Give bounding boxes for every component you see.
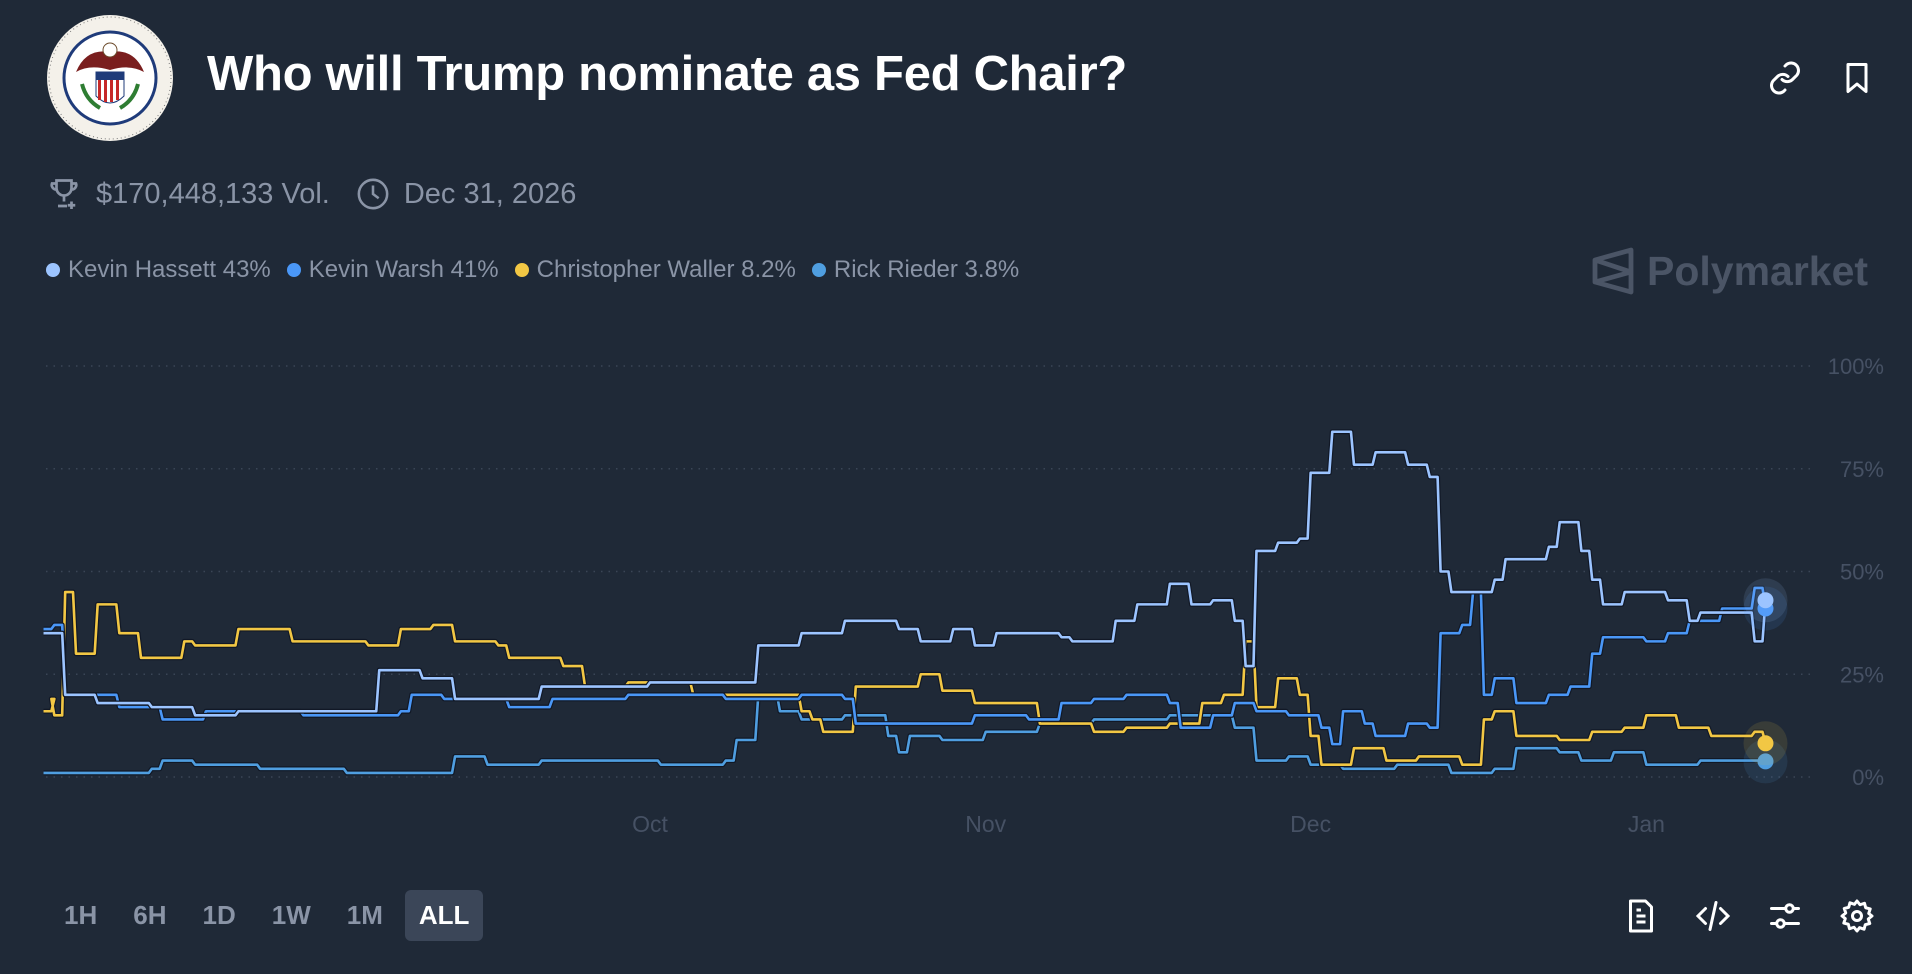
range-1m-button[interactable]: 1M [346,900,383,930]
legend-item-waller: Christopher Waller 8.2% [514,256,796,284]
bookmark-icon[interactable] [1839,60,1875,96]
legend-item-rieder: Rick Rieder 3.8% [811,256,1020,284]
polymarket-watermark: Polymarket [1591,246,1868,296]
fed-seal-logo [47,15,173,141]
document-icon[interactable] [1623,898,1659,934]
market-stats: $170,448,133 Vol. Dec 31, 2026 [46,176,576,212]
y-tick-label: 50% [1840,560,1884,585]
page-title: Who will Trump nominate as Fed Chair? [207,47,1127,101]
series-end-point [1757,753,1774,770]
y-tick-label: 25% [1840,662,1884,687]
range-all-button[interactable]: ALL [404,890,484,941]
range-1w-button[interactable]: 1W [271,900,311,930]
y-tick-label: 100% [1828,354,1884,379]
series-line-shadow [43,429,1768,718]
legend-dot [46,263,60,277]
legend-label: Christopher Waller 8.2% [536,256,796,283]
range-1h-button[interactable]: 1H [64,900,98,930]
y-tick-label: 75% [1840,457,1884,482]
trophy-icon [50,179,78,209]
brand-name: Polymarket [1647,247,1869,294]
volume-text: $170,448,133 Vol. [96,177,330,210]
series-end-point [1757,592,1774,609]
legend-label: Kevin Hassett 43% [68,256,271,283]
x-tick-label: Nov [965,811,1006,837]
series-line-rick-rieder [43,693,1766,775]
polymarket-logo-icon [1592,247,1634,295]
legend-label: Rick Rieder 3.8% [833,256,1020,283]
x-tick-label: Jan [1628,811,1665,837]
end-date-text: Dec 31, 2026 [403,177,577,210]
chart-legend: Kevin Hassett 43% Kevin Warsh 41% Christ… [46,256,1035,284]
series-line-kevin-warsh [43,586,1767,746]
series-line-shadow [43,692,1767,776]
sliders-icon[interactable] [1767,898,1803,934]
series-line-kevin-hassett [43,430,1767,717]
time-range-selector: 1H 6H 1D 1W 1M ALL [50,890,491,941]
series-end-point [1757,735,1774,752]
legend-dot [811,263,826,277]
legend-dot [514,263,529,277]
link-icon[interactable] [1767,60,1803,96]
series-line-shadow [43,585,1768,747]
series-line-christopher-waller [43,590,1767,766]
legend-item-hassett: Kevin Hassett 43% [46,256,271,284]
x-tick-label: Oct [632,811,668,837]
gear-icon[interactable] [1839,898,1875,934]
x-tick-label: Dec [1290,811,1331,837]
range-1d-button[interactable]: 1D [202,900,236,930]
legend-label: Kevin Warsh 41% [308,256,499,283]
y-tick-label: 0% [1852,765,1884,790]
code-icon[interactable] [1695,898,1731,934]
legend-item-warsh: Kevin Warsh 41% [286,256,499,284]
legend-dot [286,263,301,277]
range-6h-button[interactable]: 6H [133,900,167,930]
clock-icon [357,178,389,210]
